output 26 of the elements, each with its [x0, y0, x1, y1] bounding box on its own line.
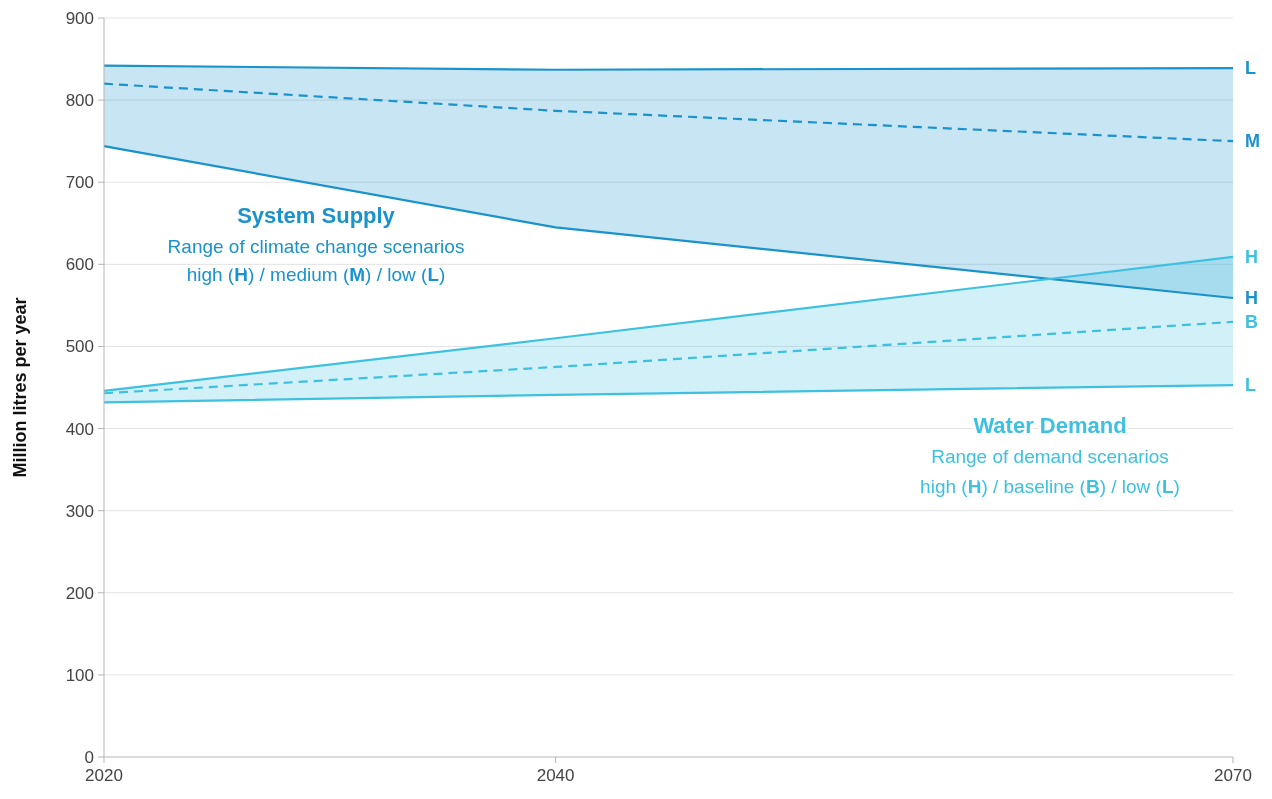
y-tick-label: 100 [65, 665, 94, 685]
y-tick-label: 400 [65, 419, 94, 439]
y-tick-label: 900 [65, 8, 94, 28]
series-label: H [1245, 288, 1258, 309]
y-tick-label: 500 [65, 337, 94, 357]
y-tick-label: 800 [65, 91, 94, 111]
x-tick-label: 2070 [1214, 766, 1252, 785]
annotation: Range of climate change scenarios [167, 236, 465, 257]
series-label: M [1245, 131, 1260, 152]
text: high (H) / medium (M) / low (L) [186, 264, 446, 285]
y-tick-label: 700 [65, 173, 94, 193]
series-label: B [1245, 312, 1258, 333]
x-tick-label: 2020 [85, 766, 123, 785]
y-tick-label: 200 [65, 583, 94, 603]
annotation: System Supply [237, 203, 396, 228]
annotation: Range of demand scenarios [931, 446, 1169, 467]
annotation: Water Demand [973, 413, 1127, 438]
y-axis-title: Million litres per year [10, 297, 30, 478]
x-tick-label: 2040 [536, 766, 575, 785]
y-tick-label: 0 [84, 747, 94, 767]
series-label: L [1245, 375, 1256, 396]
y-tick-label: 600 [65, 255, 94, 275]
text: high (H) / baseline (B) / low (L) [920, 476, 1180, 497]
series-label: H [1245, 247, 1258, 268]
y-tick-label: 300 [65, 501, 94, 521]
series-label: L [1245, 58, 1256, 79]
